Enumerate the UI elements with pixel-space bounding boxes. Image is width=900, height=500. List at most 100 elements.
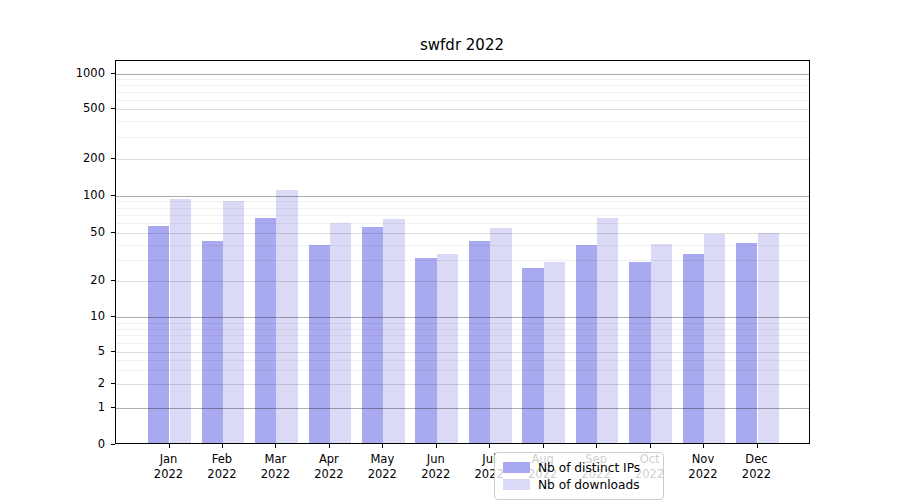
- x-tick-year-nov: 2022: [688, 467, 717, 482]
- x-tick-year-apr: 2022: [314, 467, 343, 482]
- gridline-minor-300: [116, 137, 809, 138]
- x-tick-mark-mar: [275, 444, 276, 448]
- bar-downloads-may: [383, 219, 404, 443]
- y-tick-label-200: 200: [65, 151, 105, 165]
- x-tick-month-mar: Mar: [261, 452, 290, 467]
- x-tick-month-nov: Nov: [688, 452, 717, 467]
- x-tick-mark-jun: [436, 444, 437, 448]
- y-tick-label-20: 20: [65, 273, 105, 287]
- x-tick-year-jun: 2022: [421, 467, 450, 482]
- gridline-200: [116, 159, 809, 160]
- bar-downloads-jan: [170, 199, 191, 443]
- legend-label-downloads: Nb of downloads: [538, 478, 640, 492]
- x-tick-label-nov: Nov2022: [688, 452, 717, 482]
- x-tick-mark-apr: [329, 444, 330, 448]
- x-tick-month-may: May: [368, 452, 397, 467]
- y-tick-label-1: 1: [65, 400, 105, 414]
- x-tick-label-jan: Jan2022: [154, 452, 183, 482]
- x-tick-month-jan: Jan: [154, 452, 183, 467]
- gridline-minor-900: [116, 79, 809, 80]
- gridline-minor-30: [116, 260, 809, 261]
- legend-entry-distinct-ips: Nb of distinct IPs: [503, 459, 655, 476]
- y-tick-mark-0: [111, 444, 115, 445]
- gridline-minor-7: [116, 335, 809, 336]
- bar-downloads-nov: [704, 234, 725, 443]
- gridline-500: [116, 109, 809, 110]
- gridline-1: [116, 408, 809, 409]
- y-tick-mark-200: [111, 158, 115, 159]
- bar-downloads-apr: [330, 223, 351, 443]
- x-tick-label-feb: Feb2022: [207, 452, 236, 482]
- gridline-100: [116, 196, 809, 197]
- plot-area: Nb of distinct IPs Nb of downloads: [115, 60, 810, 444]
- gridline-minor-40: [116, 245, 809, 246]
- gridline-minor-700: [116, 92, 809, 93]
- x-tick-year-feb: 2022: [207, 467, 236, 482]
- y-tick-label-5: 5: [65, 344, 105, 358]
- x-tick-mark-aug: [543, 444, 544, 448]
- bar-downloads-mar: [276, 190, 297, 443]
- bar-downloads-dec: [758, 233, 779, 443]
- gridline-10: [116, 317, 809, 318]
- y-tick-mark-100: [111, 195, 115, 196]
- x-tick-year-mar: 2022: [261, 467, 290, 482]
- x-tick-mark-sep: [596, 444, 597, 448]
- y-tick-mark-50: [111, 232, 115, 233]
- gridline-minor-800: [116, 85, 809, 86]
- x-tick-month-apr: Apr: [314, 452, 343, 467]
- x-tick-month-jun: Jun: [421, 452, 450, 467]
- x-tick-mark-oct: [650, 444, 651, 448]
- x-tick-year-jan: 2022: [154, 467, 183, 482]
- x-tick-mark-nov: [703, 444, 704, 448]
- bar-downloads-jun: [437, 254, 458, 443]
- x-tick-mark-may: [382, 444, 383, 448]
- x-tick-label-jun: Jun2022: [421, 452, 450, 482]
- gridline-1000: [116, 74, 809, 75]
- bar-distinct-ips-jun: [415, 258, 436, 443]
- gridline-50: [116, 233, 809, 234]
- x-tick-label-may: May2022: [368, 452, 397, 482]
- x-tick-label-mar: Mar2022: [261, 452, 290, 482]
- gridline-minor-80: [116, 208, 809, 209]
- y-tick-label-50: 50: [65, 225, 105, 239]
- gridline-minor-90: [116, 201, 809, 202]
- x-tick-year-may: 2022: [368, 467, 397, 482]
- bar-distinct-ips-aug: [522, 268, 543, 444]
- gridline-minor-3: [116, 370, 809, 371]
- gridline-minor-400: [116, 121, 809, 122]
- y-tick-mark-1000: [111, 73, 115, 74]
- y-tick-label-10: 10: [65, 309, 105, 323]
- gridline-minor-60: [116, 223, 809, 224]
- y-tick-label-2: 2: [65, 376, 105, 390]
- bar-distinct-ips-nov: [683, 254, 704, 443]
- chart-title: swfdr 2022: [420, 36, 504, 54]
- y-tick-mark-20: [111, 280, 115, 281]
- legend-label-distinct-ips: Nb of distinct IPs: [538, 461, 640, 475]
- y-tick-mark-2: [111, 383, 115, 384]
- legend-swatch-downloads: [503, 479, 530, 490]
- gridline-minor-600: [116, 100, 809, 101]
- x-tick-mark-jan: [169, 444, 170, 448]
- chart-figure: swfdr 2022 Nb of distinct IPs Nb of down…: [0, 0, 900, 500]
- x-tick-mark-feb: [222, 444, 223, 448]
- legend-entry-downloads: Nb of downloads: [503, 476, 655, 493]
- y-tick-mark-1: [111, 407, 115, 408]
- gridline-2: [116, 384, 809, 385]
- gridline-20: [116, 281, 809, 282]
- x-tick-mark-jul: [489, 444, 490, 448]
- y-tick-label-1000: 1000: [65, 66, 105, 80]
- x-tick-month-feb: Feb: [207, 452, 236, 467]
- y-tick-label-0: 0: [65, 437, 105, 451]
- y-tick-mark-5: [111, 351, 115, 352]
- bar-distinct-ips-apr: [309, 245, 330, 443]
- y-tick-mark-500: [111, 108, 115, 109]
- x-tick-mark-dec: [757, 444, 758, 448]
- gridline-minor-70: [116, 215, 809, 216]
- legend: Nb of distinct IPs Nb of downloads: [494, 452, 664, 500]
- legend-swatch-distinct-ips: [503, 462, 530, 473]
- x-tick-label-apr: Apr2022: [314, 452, 343, 482]
- bar-distinct-ips-sep: [576, 245, 597, 443]
- gridline-minor-8: [116, 329, 809, 330]
- x-tick-month-dec: Dec: [742, 452, 771, 467]
- x-tick-label-dec: Dec2022: [742, 452, 771, 482]
